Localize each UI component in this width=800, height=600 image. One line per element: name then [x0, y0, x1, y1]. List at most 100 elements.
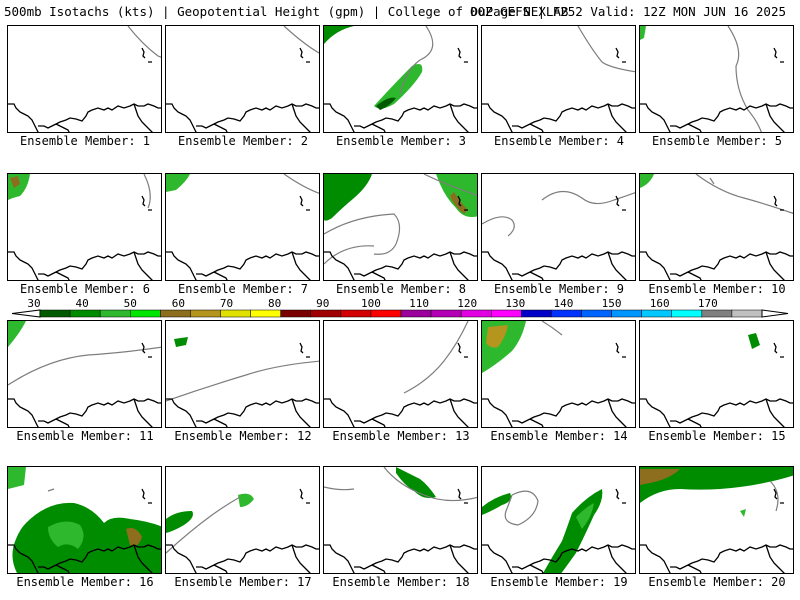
height-contour: [695, 174, 793, 214]
ensemble-map-panel: [481, 25, 636, 133]
map-canvas: [482, 321, 635, 427]
colorbar-segment: [460, 309, 492, 318]
height-contour: [324, 174, 477, 265]
ensemble-map-panel: [323, 173, 478, 281]
colorbar-tick-label: 40: [75, 297, 89, 310]
isotach-fill: [376, 97, 396, 110]
ensemble-map-panel: [7, 25, 162, 133]
coastline: [133, 398, 153, 427]
colorbar-segment: [130, 309, 161, 318]
ensemble-member-label: Ensemble Member: 8: [335, 282, 467, 296]
height-contour: [504, 490, 539, 526]
height-contour: [541, 321, 563, 336]
coastline: [8, 398, 161, 427]
ensemble-member-label: Ensemble Member: 5: [651, 134, 783, 148]
coastline: [607, 544, 627, 573]
height-contour: [283, 26, 319, 54]
map-canvas: [482, 488, 635, 573]
colorbar-segment: [641, 309, 673, 318]
colorbar-segment: [39, 309, 71, 318]
colorbar-tick-label: 170: [697, 297, 718, 310]
great-lakes-outline: [615, 342, 626, 358]
map-canvas: [166, 174, 319, 280]
colorbar-segment: [430, 309, 462, 318]
colorbar-tick-label: 160: [649, 297, 670, 310]
ensemble-member-label: Ensemble Member: 19: [490, 575, 628, 589]
coastline: [324, 251, 477, 280]
ensemble-member-label: Ensemble Member: 3: [335, 134, 467, 148]
great-lakes-outline: [141, 342, 152, 358]
colorbar-segment: [731, 309, 763, 318]
great-lakes-outline: [299, 488, 310, 504]
colorbar-tick-label: 50: [123, 297, 137, 310]
ensemble-map-panel: [165, 466, 320, 574]
colorbar-segment: [611, 309, 642, 318]
ensemble-member-label: Ensemble Member: 15: [648, 429, 786, 443]
great-lakes-outline: [773, 488, 784, 504]
isotach-fill: [8, 321, 26, 347]
colorbar-segment: [250, 309, 281, 318]
isotach-fill: [12, 502, 161, 573]
height-contour: [166, 496, 241, 554]
ensemble-member-label: Ensemble Member: 2: [177, 134, 309, 148]
coastline: [133, 544, 153, 573]
isotach-fill: [166, 511, 193, 533]
ensemble-member-label: Ensemble Member: 18: [332, 575, 470, 589]
ensemble-map-panel: [323, 466, 478, 574]
great-lakes-outline: [457, 47, 468, 63]
map-canvas: [166, 488, 319, 573]
isotach-fill: [238, 493, 254, 507]
coastline: [449, 398, 469, 427]
colorbar-segment: [310, 309, 342, 318]
great-lakes-outline: [299, 47, 310, 63]
colorbar-segment: [400, 309, 432, 318]
ensemble-map-panel: [165, 320, 320, 428]
isotach-fill: [166, 174, 190, 192]
colorbar-tick-label: 60: [171, 297, 186, 310]
coastline: [482, 544, 635, 573]
isotach-fill: [396, 467, 436, 499]
isotach-fill: [640, 26, 646, 40]
coastline: [133, 251, 153, 280]
great-lakes-outline: [615, 195, 626, 211]
colorbar-tick-label: 140: [553, 297, 574, 310]
ensemble-member-label: Ensemble Member: 20: [648, 575, 786, 589]
great-lakes-outline: [615, 47, 626, 63]
ensemble-map-panel: [639, 25, 794, 133]
coastline: [765, 103, 785, 132]
colorbar-segment: [340, 309, 372, 318]
colorbar: 30 40 50 60 70 80 90 100 110 120 130 140 150 160 170: [0, 297, 800, 321]
ensemble-member-label: Ensemble Member: 4: [493, 134, 625, 148]
header-valid-time: 00Z GEFS | F252 Valid: 12Z MON JUN 16 20…: [469, 4, 786, 19]
isotach-fill: [10, 176, 20, 188]
isotach-fill: [48, 521, 84, 549]
coastline: [765, 251, 785, 280]
ensemble-member-label: Ensemble Member: 17: [174, 575, 312, 589]
ensemble-member-label: Ensemble Member: 11: [16, 429, 154, 443]
colorbar-segment: [551, 309, 582, 318]
ensemble-map-panel: [639, 320, 794, 428]
isotach-fill: [324, 26, 354, 44]
coastline: [133, 103, 153, 132]
ensemble-map-panel: [481, 466, 636, 574]
isotach-fill: [324, 174, 372, 221]
height-contour: [283, 174, 319, 194]
colorbar-segment: [99, 309, 131, 318]
map-canvas: [482, 190, 635, 280]
header-title: 500mb Isotachs (kts) | Geopotential Heig…: [4, 4, 569, 19]
coastline: [449, 251, 469, 280]
ensemble-member-label: Ensemble Member: 1: [19, 134, 151, 148]
ensemble-member-label: Ensemble Member: 6: [19, 282, 151, 296]
coastline: [166, 103, 319, 132]
colorbar-arrow-left: [11, 309, 41, 318]
colorbar-tick-label: 110: [409, 297, 429, 310]
ensemble-map-panel: [639, 466, 794, 574]
great-lakes-outline: [773, 195, 784, 211]
ensemble-member-label: Ensemble Member: 12: [174, 429, 312, 443]
coastline: [640, 103, 793, 132]
map-canvas: [8, 467, 161, 573]
ensemble-member-label: Ensemble Member: 13: [332, 429, 470, 443]
isotach-fill: [374, 64, 423, 109]
ensemble-map-panel: [481, 320, 636, 428]
ensemble-map-panel: [165, 25, 320, 133]
